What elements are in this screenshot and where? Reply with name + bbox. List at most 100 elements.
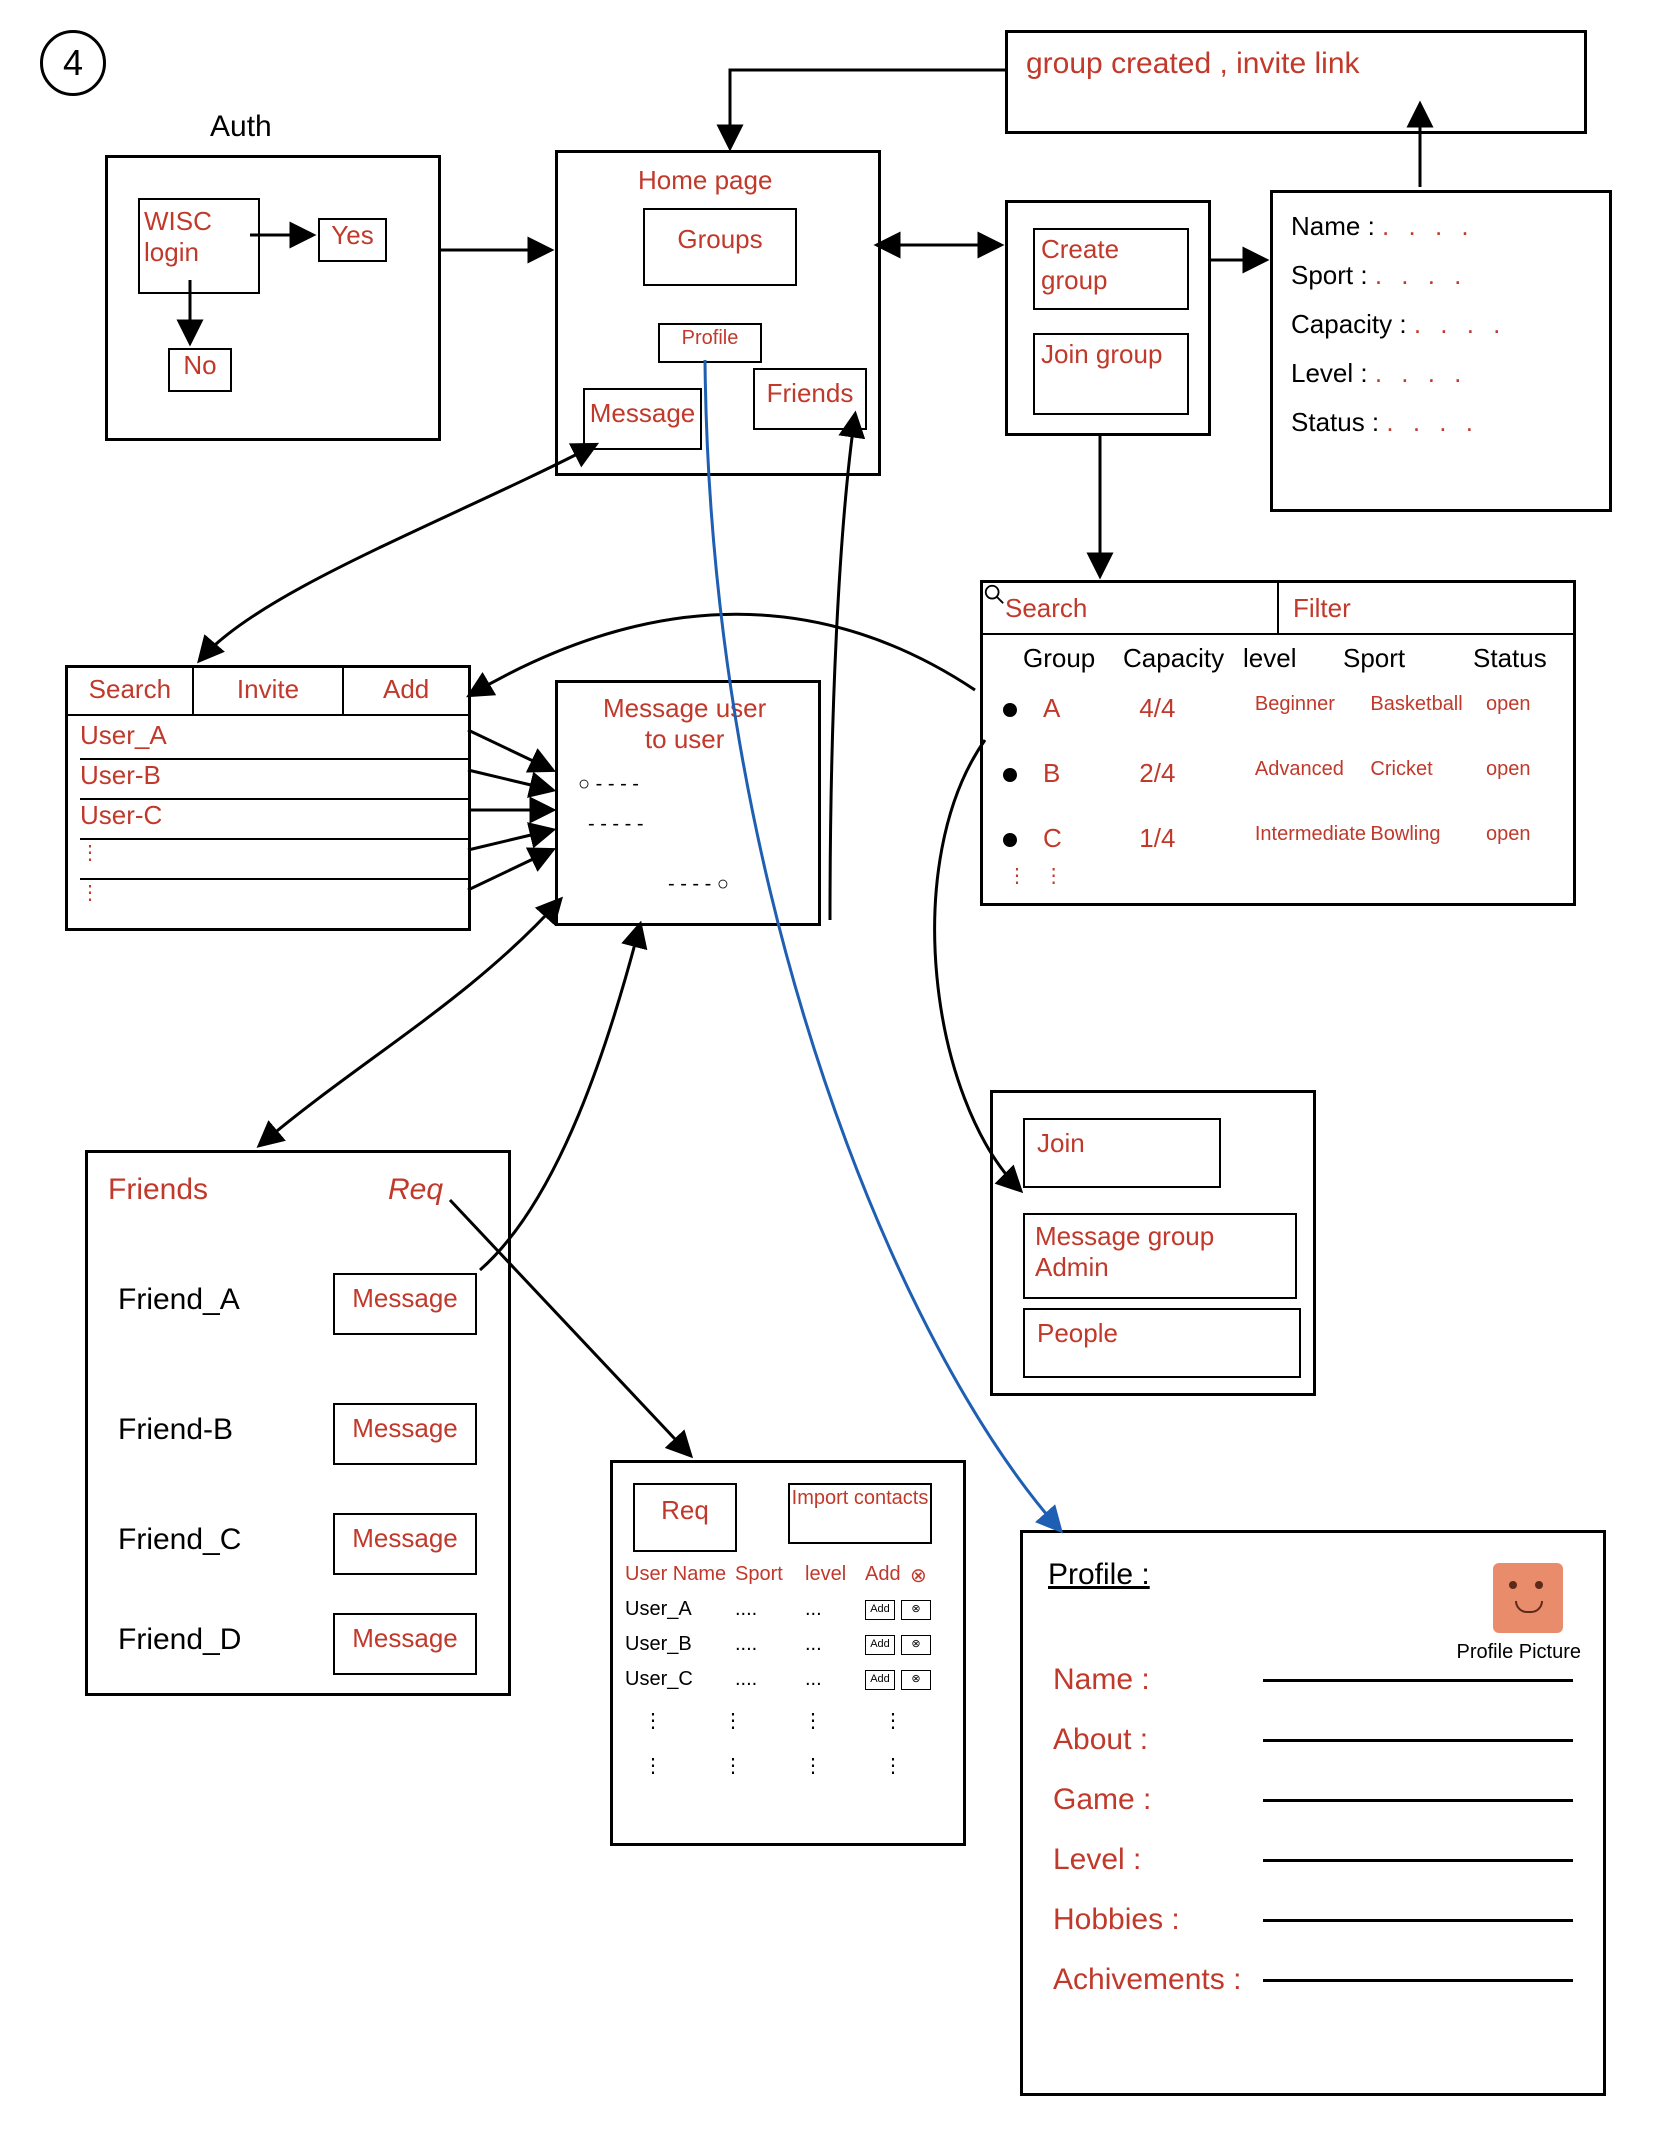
- group-row-b[interactable]: B 2/4 Advanced Cricket open: [1023, 758, 1563, 789]
- bullet-icon: [1003, 768, 1017, 782]
- group-join-btn[interactable]: Join: [1023, 1118, 1221, 1188]
- home-groups[interactable]: Groups: [643, 208, 797, 286]
- rq-b-name: User_B: [625, 1633, 735, 1656]
- auth-yes-label: Yes: [331, 220, 373, 250]
- row-c-lvl: Intermediate: [1255, 823, 1371, 854]
- profile-about-label: About :: [1053, 1723, 1253, 1757]
- profile-field-game: Game :: [1053, 1783, 1573, 1817]
- col-sport: Sport: [1343, 643, 1473, 674]
- friend-d-msg-btn[interactable]: Message: [333, 1613, 477, 1675]
- msg-row-e[interactable]: ⋮: [80, 880, 468, 920]
- more-rows-ellipsis: ⋮ ⋮: [1007, 863, 1064, 888]
- msg-chat-box: Message user to user ○ - - - - - - - - -…: [555, 680, 821, 926]
- msg-row-b[interactable]: User-B: [80, 760, 468, 800]
- home-profile[interactable]: Profile: [658, 323, 762, 363]
- profile-field-name: Name :: [1053, 1663, 1573, 1697]
- group-panel: Create group Join group: [1005, 200, 1211, 436]
- row-b-cap: 2/4: [1139, 758, 1255, 789]
- friend-a-msg-btn[interactable]: Message: [333, 1273, 477, 1335]
- msg-tab-add[interactable]: Add: [344, 668, 468, 714]
- rq-c-remove-btn[interactable]: ⊗: [901, 1670, 931, 1690]
- req-row-b: User_B .... ... Add ⊗: [625, 1633, 953, 1656]
- group-people-label: People: [1037, 1318, 1118, 1348]
- join-group-label: Join group: [1041, 339, 1162, 369]
- friends-req-link[interactable]: Req: [388, 1173, 443, 1207]
- req-more2: ⋮⋮⋮⋮: [643, 1753, 963, 1778]
- rq-b-remove-btn[interactable]: ⊗: [901, 1635, 931, 1655]
- msg-row-d[interactable]: ⋮: [80, 840, 468, 880]
- join-group-btn[interactable]: Join group: [1033, 333, 1189, 415]
- msg-tab-invite[interactable]: Invite: [194, 668, 345, 714]
- wisc-login-box[interactable]: WISC login: [138, 198, 260, 294]
- rq-c-add-btn[interactable]: Add: [865, 1670, 895, 1690]
- auth-yes-box[interactable]: Yes: [318, 218, 387, 262]
- msg-tab-add-label: Add: [383, 674, 429, 704]
- profile-field-about: About :: [1053, 1723, 1573, 1757]
- group-people-btn[interactable]: People: [1023, 1308, 1301, 1378]
- row-c-sport: Bowling: [1370, 823, 1486, 854]
- friend-c-label: Friend_C: [118, 1523, 241, 1556]
- profile-picture-icon[interactable]: [1493, 1563, 1563, 1633]
- rq-a-remove-btn[interactable]: ⊗: [901, 1600, 931, 1620]
- home-title: Home page: [638, 165, 772, 196]
- friend-row-d: Friend_D: [118, 1623, 241, 1657]
- row-c-cap: 1/4: [1139, 823, 1255, 854]
- auth-no-box[interactable]: No: [168, 348, 232, 392]
- rq-b-sport: ....: [735, 1633, 805, 1656]
- req-row-a: User_A .... ... Add ⊗: [625, 1598, 953, 1621]
- profile-hobbies-input[interactable]: [1263, 1919, 1573, 1922]
- msg-tabs: Search Invite Add: [68, 668, 468, 716]
- friend-b-label: Friend-B: [118, 1413, 233, 1446]
- home-profile-label: Profile: [682, 327, 739, 349]
- friend-b-msg-btn[interactable]: Message: [333, 1403, 477, 1465]
- form-level-field[interactable]: . . . .: [1375, 358, 1468, 388]
- profile-name-input[interactable]: [1263, 1679, 1573, 1682]
- group-row-c[interactable]: C 1/4 Intermediate Bowling open: [1023, 823, 1563, 854]
- col-status: Status: [1473, 643, 1563, 674]
- row-a-lvl: Beginner: [1255, 693, 1371, 724]
- group-row-a[interactable]: A 4/4 Beginner Basketball open: [1023, 693, 1563, 724]
- form-status-label: Status :: [1291, 407, 1379, 437]
- req-tab[interactable]: Req: [633, 1483, 737, 1552]
- row-c-group: C: [1023, 823, 1139, 854]
- friend-d-msg-label: Message: [352, 1623, 458, 1653]
- rq-a-add-btn[interactable]: Add: [865, 1600, 895, 1620]
- friend-c-msg-label: Message: [352, 1523, 458, 1553]
- msg-row-c[interactable]: User-C: [80, 800, 468, 840]
- group-created-label: group created , invite link: [1026, 47, 1360, 80]
- rq-c-sport: ....: [735, 1668, 805, 1691]
- profile-achivements-input[interactable]: [1263, 1979, 1573, 1982]
- msg-tab-search[interactable]: Search: [68, 668, 194, 714]
- req-more: ⋮⋮⋮⋮: [643, 1708, 963, 1733]
- profile-level-input[interactable]: [1263, 1859, 1573, 1862]
- group-msg-admin-btn[interactable]: Message group Admin: [1023, 1213, 1297, 1299]
- form-status-field[interactable]: . . . .: [1386, 407, 1479, 437]
- profile-field-achivements: Achivements :: [1053, 1963, 1573, 1997]
- form-row-status: Status : . . . .: [1291, 407, 1591, 438]
- msg-panel: Search Invite Add User_A User-B User-C ⋮…: [65, 665, 471, 931]
- wisc-login-label: WISC login: [144, 206, 212, 267]
- msg-row-a[interactable]: User_A: [80, 720, 468, 760]
- more-icon: ⋮: [80, 842, 100, 864]
- group-filter[interactable]: Filter: [1279, 583, 1573, 633]
- msg-user-b: User-B: [80, 760, 161, 790]
- profile-about-input[interactable]: [1263, 1739, 1573, 1742]
- home-groups-label: Groups: [677, 224, 762, 254]
- profile-hobbies-label: Hobbies :: [1053, 1903, 1253, 1937]
- friends-box: Friends Req Friend_A Message Friend-B Me…: [85, 1150, 511, 1696]
- profile-picture-caption: Profile Picture: [1457, 1641, 1582, 1664]
- form-sport-field[interactable]: . . . .: [1375, 260, 1468, 290]
- group-search[interactable]: Search: [983, 583, 1279, 633]
- form-name-field[interactable]: . . . .: [1382, 211, 1475, 241]
- home-friends-label: Friends: [767, 378, 854, 408]
- import-contacts-btn[interactable]: Import contacts: [788, 1483, 932, 1544]
- req-tab-label: Req: [661, 1495, 709, 1525]
- home-friends[interactable]: Friends: [753, 368, 867, 430]
- home-message[interactable]: Message: [583, 388, 702, 450]
- friend-row-c: Friend_C: [118, 1523, 241, 1557]
- rq-b-add-btn[interactable]: Add: [865, 1635, 895, 1655]
- friend-c-msg-btn[interactable]: Message: [333, 1513, 477, 1575]
- form-capacity-field[interactable]: . . . .: [1414, 309, 1507, 339]
- create-group-btn[interactable]: Create group: [1033, 228, 1189, 310]
- profile-game-input[interactable]: [1263, 1799, 1573, 1802]
